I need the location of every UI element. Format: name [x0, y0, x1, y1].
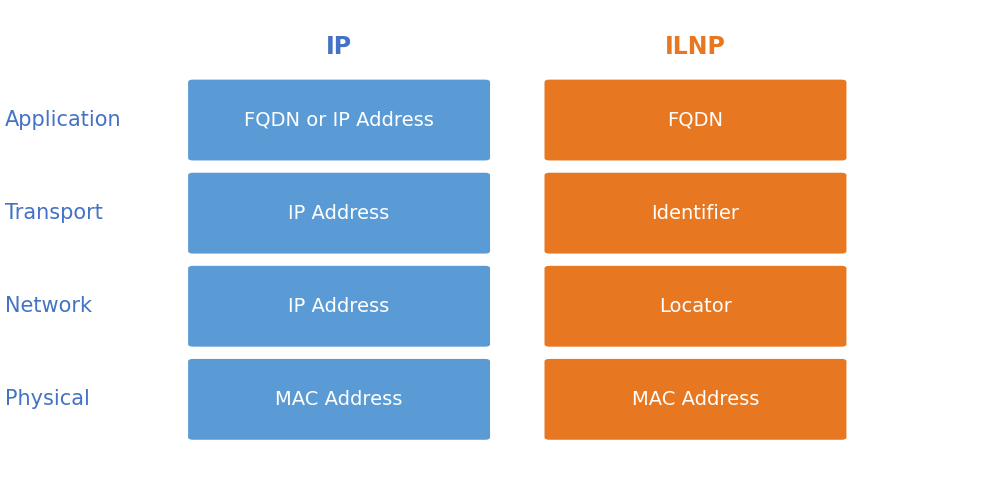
FancyBboxPatch shape	[544, 173, 846, 254]
Text: ILNP: ILNP	[665, 35, 726, 58]
FancyBboxPatch shape	[188, 173, 490, 254]
FancyBboxPatch shape	[544, 359, 846, 440]
Text: MAC Address: MAC Address	[632, 390, 759, 409]
Text: MAC Address: MAC Address	[275, 390, 403, 409]
Text: Application: Application	[5, 110, 122, 130]
Text: IP Address: IP Address	[288, 204, 390, 222]
FancyBboxPatch shape	[188, 79, 490, 161]
Text: Network: Network	[5, 296, 92, 316]
Text: IP Address: IP Address	[288, 297, 390, 316]
FancyBboxPatch shape	[544, 266, 846, 347]
FancyBboxPatch shape	[544, 79, 846, 161]
Text: Identifier: Identifier	[651, 204, 740, 222]
Text: Physical: Physical	[5, 390, 90, 409]
FancyBboxPatch shape	[188, 266, 490, 347]
FancyBboxPatch shape	[188, 359, 490, 440]
Text: IP: IP	[326, 35, 352, 58]
Text: FQDN or IP Address: FQDN or IP Address	[245, 111, 434, 129]
Text: Transport: Transport	[5, 203, 103, 223]
Text: FQDN: FQDN	[667, 111, 724, 129]
Text: Locator: Locator	[659, 297, 732, 316]
